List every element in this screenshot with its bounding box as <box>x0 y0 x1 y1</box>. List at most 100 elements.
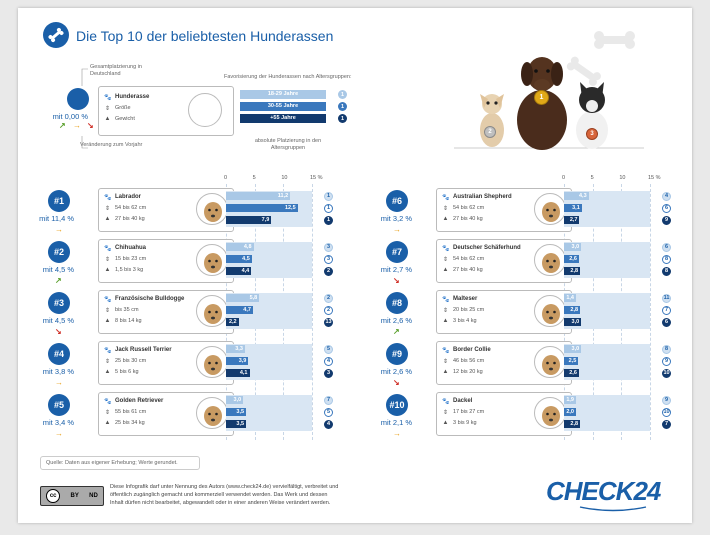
trend-arrow-icon: ↗ <box>393 327 400 336</box>
legend-veraenderung-label: Veränderung zum Vorjahr <box>80 142 143 148</box>
size-icon: ⇕ <box>442 206 449 212</box>
axis-tick-label: 10 <box>281 175 288 181</box>
bone-logo-icon <box>43 22 69 48</box>
legend-favor-label: Favorisierung der Hunderassen nach Alter… <box>224 74 352 80</box>
breed-size: 25 bis 30 cm <box>115 358 147 364</box>
place-badge: 9 <box>662 395 671 405</box>
legend-group-bar: +55 Jahre <box>240 114 326 123</box>
weight-icon: ▲ <box>104 318 111 324</box>
legend-attr-size: Größe <box>115 105 131 111</box>
axis-tick-label: 0 <box>224 175 228 181</box>
breed-name: Jack Russell Terrier <box>115 347 172 353</box>
paw-icon: 🐾 <box>104 297 112 303</box>
weight-icon: ▲ <box>104 267 111 273</box>
breed-weight: 25 bis 34 kg <box>115 420 145 426</box>
breed-size: 46 bis 56 cm <box>453 358 485 364</box>
rank-badge: #3 <box>48 292 70 314</box>
rank-badge: #6 <box>386 190 408 212</box>
weight-icon: ▲ <box>442 267 449 273</box>
axis-tick-label: 15 % <box>648 175 661 181</box>
bar-mid: 2,5 <box>564 357 579 365</box>
place-badge: 2 <box>324 266 333 276</box>
logo-swoosh-icon <box>579 506 647 512</box>
place-badge: 3 <box>324 242 333 252</box>
rank-badge: #8 <box>386 292 408 314</box>
rank-badge: #7 <box>386 241 408 263</box>
place-badge: 13 <box>324 317 333 327</box>
podium-illustration <box>454 22 644 162</box>
size-icon: ⇕ <box>104 410 111 416</box>
bar-old: 3,0 <box>564 318 582 326</box>
legend-group-bar: 18-29 Jahre <box>240 90 326 99</box>
size-icon: ⇕ <box>104 257 111 263</box>
weight-icon: ▲ <box>104 116 111 122</box>
share-value: mit 2,1 % <box>380 418 412 427</box>
bar-mid: 2,8 <box>564 306 581 314</box>
nd-label: ND <box>89 493 98 499</box>
paw-icon: 🐾 <box>442 399 450 405</box>
place-badge: 7 <box>662 305 671 315</box>
axis-tick-label: 5 <box>252 175 256 181</box>
bar-mid: 12,5 <box>226 204 298 212</box>
place-badge: 3 <box>324 368 333 378</box>
paw-icon: 🐾 <box>104 95 112 101</box>
axis-tick-label: 10 <box>619 175 626 181</box>
bar-old: 2,8 <box>564 420 581 428</box>
place-badge: 1 <box>324 191 333 201</box>
bar-old: 3,5 <box>226 420 247 428</box>
breed-name: Dackel <box>453 398 473 404</box>
bar-young: 4,8 <box>226 243 254 251</box>
paw-icon: 🐾 <box>104 195 112 201</box>
legend-arrow-flat-icon: → <box>73 121 81 130</box>
weight-icon: ▲ <box>442 318 449 324</box>
place-badge: 5 <box>324 407 333 417</box>
breed-weight: 27 bis 40 kg <box>453 216 483 222</box>
trend-arrow-icon: → <box>55 378 63 387</box>
place-badge: 4 <box>324 356 333 366</box>
size-icon: ⇕ <box>442 257 449 263</box>
breed-size: 55 bis 61 cm <box>115 409 147 415</box>
bar-mid: 2,6 <box>564 255 579 263</box>
legend-group-place: 1 <box>338 90 347 99</box>
axis-tick-label: 5 <box>590 175 594 181</box>
size-icon: ⇕ <box>442 308 449 314</box>
breed-name: Labrador <box>115 194 142 200</box>
share-value: mit 3,2 % <box>380 214 412 223</box>
size-icon: ⇕ <box>104 106 111 112</box>
breed-weight: 27 bis 40 kg <box>453 267 483 273</box>
rank-badge: #1 <box>48 190 70 212</box>
medal-gold: 1 <box>534 90 549 105</box>
place-badge: 9 <box>662 215 671 225</box>
place-badge: 7 <box>662 419 671 429</box>
license-text-1: Diese Infografik darf unter Nennung des … <box>110 484 339 490</box>
bar-mid: 4,7 <box>226 306 253 314</box>
bar-mid: 2,0 <box>564 408 576 416</box>
size-icon: ⇕ <box>442 359 449 365</box>
legend-gesamt-label: Gesamtplatzierung in Deutschland <box>90 64 142 77</box>
weight-icon: ▲ <box>104 420 111 426</box>
breed-weight: 12 bis 20 kg <box>453 369 483 375</box>
legend-absolute-label: absolute Platzierung in den Altersgruppe… <box>254 138 322 151</box>
by-label: BY <box>70 493 79 499</box>
weight-icon: ▲ <box>104 216 111 222</box>
place-badge: 5 <box>324 344 333 354</box>
bar-young: 3,0 <box>564 243 582 251</box>
trend-arrow-icon: ↘ <box>55 327 62 336</box>
breed-name: Golden Retriever <box>115 398 164 404</box>
axis-tick-label: 15 % <box>310 175 323 181</box>
place-badge: 8 <box>662 344 671 354</box>
source-box <box>40 456 200 470</box>
place-badge: 10 <box>662 368 671 378</box>
bar-old: 4,1 <box>226 369 250 377</box>
legend-connectors <box>81 68 88 149</box>
breed-name: Australian Shepherd <box>453 194 512 200</box>
rank-badge: #4 <box>48 343 70 365</box>
breed-size: 20 bis 25 cm <box>453 307 485 313</box>
legend-group-bar: 30-55 Jahre <box>240 102 326 111</box>
breed-name: Deutscher Schäferhund <box>453 245 521 251</box>
breed-weight: 3 bis 4 kg <box>453 318 477 324</box>
weight-icon: ▲ <box>104 369 111 375</box>
place-badge: 6 <box>662 242 671 252</box>
cc-label: cc <box>46 489 61 503</box>
size-icon: ⇕ <box>104 308 111 314</box>
